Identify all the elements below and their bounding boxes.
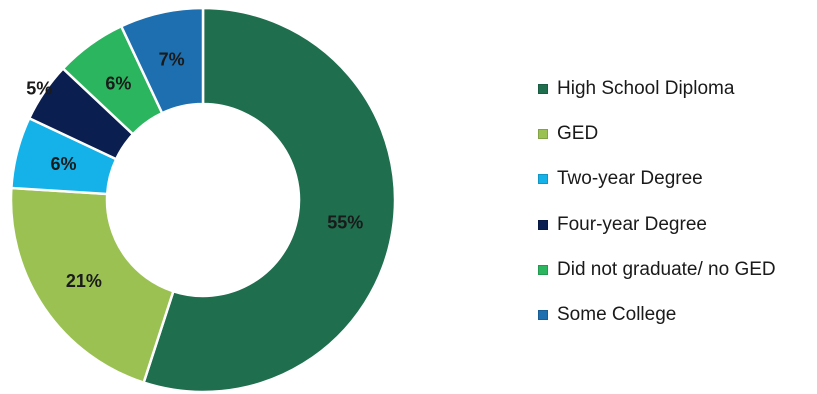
legend-item-four-year-degree: Four-year Degree — [538, 208, 776, 242]
legend-swatch-some-college — [538, 309, 548, 320]
donut-chart-svg: 55% 21% 6% 5% 6% 7% — [9, 6, 397, 394]
slice-label-high-school-diploma: 55% — [327, 213, 363, 233]
chart-legend: High School Diploma GED Two-year Degree … — [538, 72, 776, 343]
slice-label-ged: 21% — [66, 271, 102, 291]
legend-label-did-not-graduate: Did not graduate/ no GED — [557, 258, 776, 280]
slices-group — [9, 6, 397, 394]
legend-item-ged: GED — [538, 117, 776, 151]
legend-label-high-school-diploma: High School Diploma — [557, 78, 735, 99]
legend-swatch-two-year-degree — [538, 174, 548, 185]
slice-label-some-college: 7% — [159, 49, 185, 69]
legend-label-ged: GED — [557, 123, 599, 145]
legend-label-two-year-degree: Two-year Degree — [557, 168, 703, 190]
donut-slice-some-college — [119, 6, 205, 115]
donut-slice-high-school-diploma — [142, 6, 397, 394]
legend-item-two-year-degree: Two-year Degree — [538, 162, 776, 196]
slice-labels-group: 55% 21% 6% 5% 6% 7% — [26, 49, 363, 290]
legend-swatch-ged — [538, 129, 548, 140]
donut-slice-ged — [9, 186, 175, 385]
slice-label-two-year-degree: 6% — [51, 154, 77, 174]
legend-swatch-did-not-graduate — [538, 264, 548, 275]
slice-label-did-not-graduate-no-ged: 6% — [105, 74, 131, 94]
legend-swatch-four-year-degree — [538, 219, 548, 230]
legend-swatch-high-school-diploma — [538, 84, 548, 94]
slice-label-four-year-degree: 5% — [26, 79, 52, 99]
legend-item-did-not-graduate: Did not graduate/ no GED — [538, 253, 776, 287]
legend-item-some-college: Some College — [538, 298, 776, 332]
legend-label-four-year-degree: Four-year Degree — [557, 213, 707, 235]
legend-item-high-school-diploma: High School Diploma — [538, 72, 776, 106]
legend-label-some-college: Some College — [557, 303, 677, 325]
